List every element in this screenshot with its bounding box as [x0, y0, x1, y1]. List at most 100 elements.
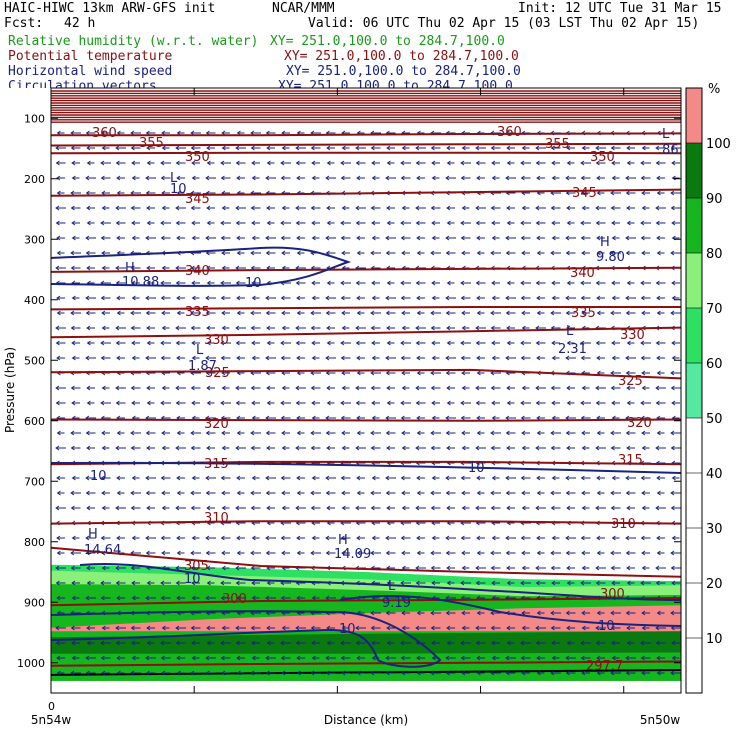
vector-arrow [131, 160, 140, 166]
vector-arrow [655, 580, 666, 586]
vector-arrow [310, 550, 321, 556]
vector-arrow [596, 175, 605, 181]
vector-arrow [145, 430, 156, 436]
vector-arrow [56, 535, 65, 541]
vector-arrow [401, 370, 410, 376]
vector-arrow [206, 445, 215, 451]
vector-arrow [505, 475, 516, 481]
vector-arrow [176, 355, 185, 361]
vector-arrow [161, 310, 170, 316]
vector-arrow [655, 625, 666, 631]
vector-arrow [221, 625, 230, 631]
theta-label-330a: 330 [204, 333, 229, 348]
vector-arrow [671, 160, 680, 166]
vector-arrow [596, 610, 605, 616]
vector-arrow [521, 250, 530, 256]
y-axis-title: Pressure (hPa) [3, 347, 17, 433]
vector-arrow [671, 355, 680, 361]
vector-arrow [551, 400, 560, 406]
vector-arrow [566, 340, 575, 346]
theta-label-360b: 360 [497, 125, 522, 140]
vector-arrow [146, 445, 155, 451]
vector-arrow [640, 280, 651, 286]
vector-arrow [190, 205, 201, 211]
extremum-h-type-2: H [600, 235, 610, 250]
vector-arrow [191, 595, 200, 601]
vector-arrow [131, 220, 140, 226]
vector-arrow [131, 580, 140, 586]
vector-arrow [250, 550, 261, 556]
vector-arrow [475, 325, 486, 331]
vector-arrow [370, 550, 381, 556]
vector-arrow [581, 550, 590, 556]
vector-arrow [430, 430, 441, 436]
colorbar-outline [685, 87, 703, 694]
vector-arrow [236, 535, 245, 541]
vector-arrow [190, 505, 201, 511]
vector-arrow [205, 175, 216, 181]
vector-arrow [71, 595, 80, 601]
vector-arrow [56, 190, 65, 196]
vector-arrow [491, 220, 500, 226]
vector-arrow [625, 250, 636, 256]
vector-arrow [400, 160, 411, 166]
vector-arrow [311, 160, 320, 166]
vector-arrow [100, 295, 111, 301]
vector-arrow [460, 220, 471, 226]
vector-arrow [311, 400, 320, 406]
vector-arrow [236, 490, 245, 496]
vector-arrow [115, 640, 126, 646]
vector-arrow [206, 505, 215, 511]
vector-arrow [565, 295, 576, 301]
vector-arrow [206, 580, 215, 586]
vector-arrow [551, 280, 560, 286]
vector-arrow [611, 400, 620, 406]
vector-arrow [385, 475, 396, 481]
vector-arrow [251, 535, 260, 541]
vector-arrow [460, 280, 471, 286]
vector-arrow [356, 655, 365, 661]
vector-arrow [446, 220, 455, 226]
colorbar-tick-label: 60 [706, 357, 723, 372]
vector-arrow [401, 145, 410, 151]
vector-arrow [340, 220, 351, 226]
vector-arrow [565, 670, 576, 676]
vector-arrow [176, 295, 185, 301]
vector-arrow [476, 475, 485, 481]
extremum-l-type-3: L [196, 343, 204, 358]
vector-arrow [415, 160, 426, 166]
vector-arrow [385, 550, 396, 556]
vector-arrow [490, 445, 501, 451]
vector-arrow [385, 310, 396, 316]
vector-arrow [356, 370, 365, 376]
vector-arrow [656, 355, 665, 361]
vector-arrow [281, 445, 290, 451]
vector-arrow [625, 550, 636, 556]
vector-arrow [146, 580, 155, 586]
vector-arrow [326, 340, 335, 346]
field-xy-wind: XY= 251.0,100.0 to 284.7,100.0 [286, 64, 521, 79]
vector-arrow [71, 535, 80, 541]
contour-labels: 360 360 355 355 350 350 345 345 340 340 … [84, 125, 679, 674]
y-tick-label: 100 [24, 112, 45, 125]
vector-arrow [175, 205, 186, 211]
vector-arrow [295, 205, 306, 211]
vector-arrow [310, 145, 321, 151]
vector-arrow [235, 160, 246, 166]
vector-arrow [100, 340, 111, 346]
vector-arrow [596, 430, 605, 436]
wind-label-6: 10 [598, 619, 615, 634]
vector-arrow [670, 205, 681, 211]
vector-arrow [476, 535, 485, 541]
vector-arrow [475, 580, 486, 586]
vector-arrow [521, 445, 530, 451]
vector-arrow [296, 490, 305, 496]
vector-arrow [610, 445, 621, 451]
vector-arrow [221, 145, 230, 151]
vector-arrow [191, 175, 200, 181]
vector-arrow [416, 295, 425, 301]
vector-arrow [626, 220, 635, 226]
vector-arrow [280, 475, 291, 481]
vector-arrow [490, 505, 501, 511]
vector-arrow [220, 295, 231, 301]
